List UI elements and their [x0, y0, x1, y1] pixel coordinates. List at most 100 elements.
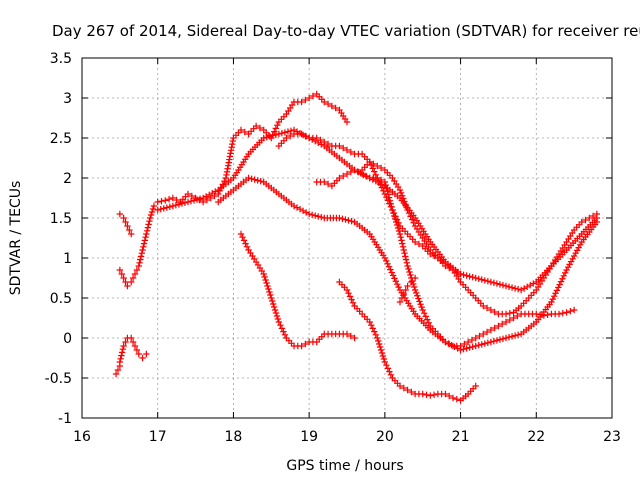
- data-point: [570, 306, 578, 314]
- data-point-dense: [511, 332, 519, 339]
- data-point: [563, 309, 570, 316]
- data-point-dense: [241, 128, 248, 136]
- data-point: [131, 342, 139, 350]
- data-point: [366, 158, 373, 166]
- data-point-dense: [287, 132, 294, 140]
- data-point-dense: [407, 271, 414, 279]
- series-s12: [358, 158, 601, 318]
- data-point-dense: [406, 268, 413, 276]
- data-point-dense: [514, 312, 521, 320]
- data-point-dense: [251, 176, 258, 183]
- data-point: [128, 334, 135, 342]
- data-point-dense: [384, 260, 391, 268]
- data-point: [124, 282, 131, 290]
- data-point: [146, 214, 154, 222]
- data-point-dense: [560, 272, 568, 280]
- data-point-dense: [414, 292, 421, 299]
- data-point: [404, 262, 411, 270]
- data-point-dense: [408, 388, 415, 396]
- data-point-dense: [140, 243, 147, 250]
- data-point-dense: [400, 246, 407, 254]
- data-point-dense: [257, 178, 264, 185]
- data-point-dense: [388, 269, 395, 276]
- data-point-dense: [416, 298, 423, 305]
- data-point-dense: [266, 133, 273, 140]
- y-tick-label: 1: [63, 251, 72, 267]
- data-point-dense: [573, 247, 581, 254]
- data-point-dense: [577, 241, 584, 248]
- data-point-dense: [511, 285, 519, 292]
- data-point: [404, 282, 411, 290]
- data-point-dense: [475, 342, 482, 349]
- data-point-dense: [570, 252, 578, 260]
- data-point-dense: [312, 212, 319, 219]
- data-point: [275, 318, 283, 326]
- data-point-dense: [385, 194, 393, 201]
- data-point-dense: [402, 253, 409, 260]
- data-point-dense: [399, 240, 406, 247]
- data-point-dense: [520, 285, 528, 292]
- data-point-dense: [287, 127, 295, 134]
- data-point: [419, 390, 426, 398]
- data-point-dense: [383, 185, 390, 192]
- data-point-dense: [552, 290, 559, 297]
- data-point-dense: [393, 221, 401, 229]
- data-point: [328, 102, 336, 110]
- data-point-dense: [348, 218, 355, 225]
- data-point: [305, 94, 313, 102]
- data-point-dense: [308, 211, 316, 218]
- data-point-dense: [266, 288, 273, 296]
- data-point: [268, 294, 275, 302]
- data-point-dense: [395, 283, 402, 291]
- data-point: [540, 312, 548, 319]
- data-point: [480, 302, 487, 310]
- data-point-dense: [544, 311, 551, 318]
- data-point-dense: [203, 196, 211, 204]
- data-point-dense: [398, 294, 406, 302]
- series-s2: [116, 90, 351, 290]
- data-point-dense: [378, 349, 386, 357]
- data-point-dense: [398, 192, 406, 199]
- data-point-dense: [126, 226, 133, 234]
- series-s7: [336, 278, 479, 404]
- data-point-dense: [400, 384, 407, 392]
- data-point-dense: [438, 256, 445, 264]
- data-point-dense: [582, 216, 589, 224]
- data-point: [381, 358, 389, 366]
- data-point-dense: [239, 234, 246, 241]
- data-point-dense: [567, 308, 574, 315]
- data-point-dense: [324, 100, 332, 108]
- data-point-dense: [118, 352, 125, 359]
- x-tick-label: 21: [452, 429, 470, 445]
- data-point-dense: [496, 336, 504, 343]
- data-point: [408, 278, 415, 286]
- data-point-dense: [347, 332, 354, 340]
- data-point-dense: [453, 396, 460, 403]
- data-point-dense: [145, 221, 152, 228]
- data-point: [116, 210, 124, 218]
- data-point: [578, 218, 585, 226]
- data-point-dense: [271, 306, 279, 314]
- data-point: [434, 254, 442, 262]
- data-point-dense: [401, 250, 408, 257]
- data-point-dense: [589, 212, 597, 220]
- data-point-dense: [397, 189, 405, 197]
- data-point-dense: [483, 328, 491, 336]
- data-point: [343, 286, 351, 294]
- data-point-dense: [476, 332, 483, 340]
- data-point: [381, 254, 389, 262]
- data-point-dense: [415, 240, 423, 248]
- data-point: [298, 130, 305, 138]
- data-point-dense: [272, 125, 280, 132]
- data-point: [411, 286, 419, 294]
- data-point: [321, 98, 328, 106]
- data-point-dense: [514, 331, 522, 338]
- data-point-dense: [240, 237, 248, 244]
- data-point: [502, 282, 510, 290]
- data-point: [374, 174, 381, 182]
- data-point-dense: [173, 196, 180, 204]
- data-point-dense: [481, 277, 488, 284]
- data-point: [124, 222, 131, 230]
- data-point-dense: [460, 271, 467, 278]
